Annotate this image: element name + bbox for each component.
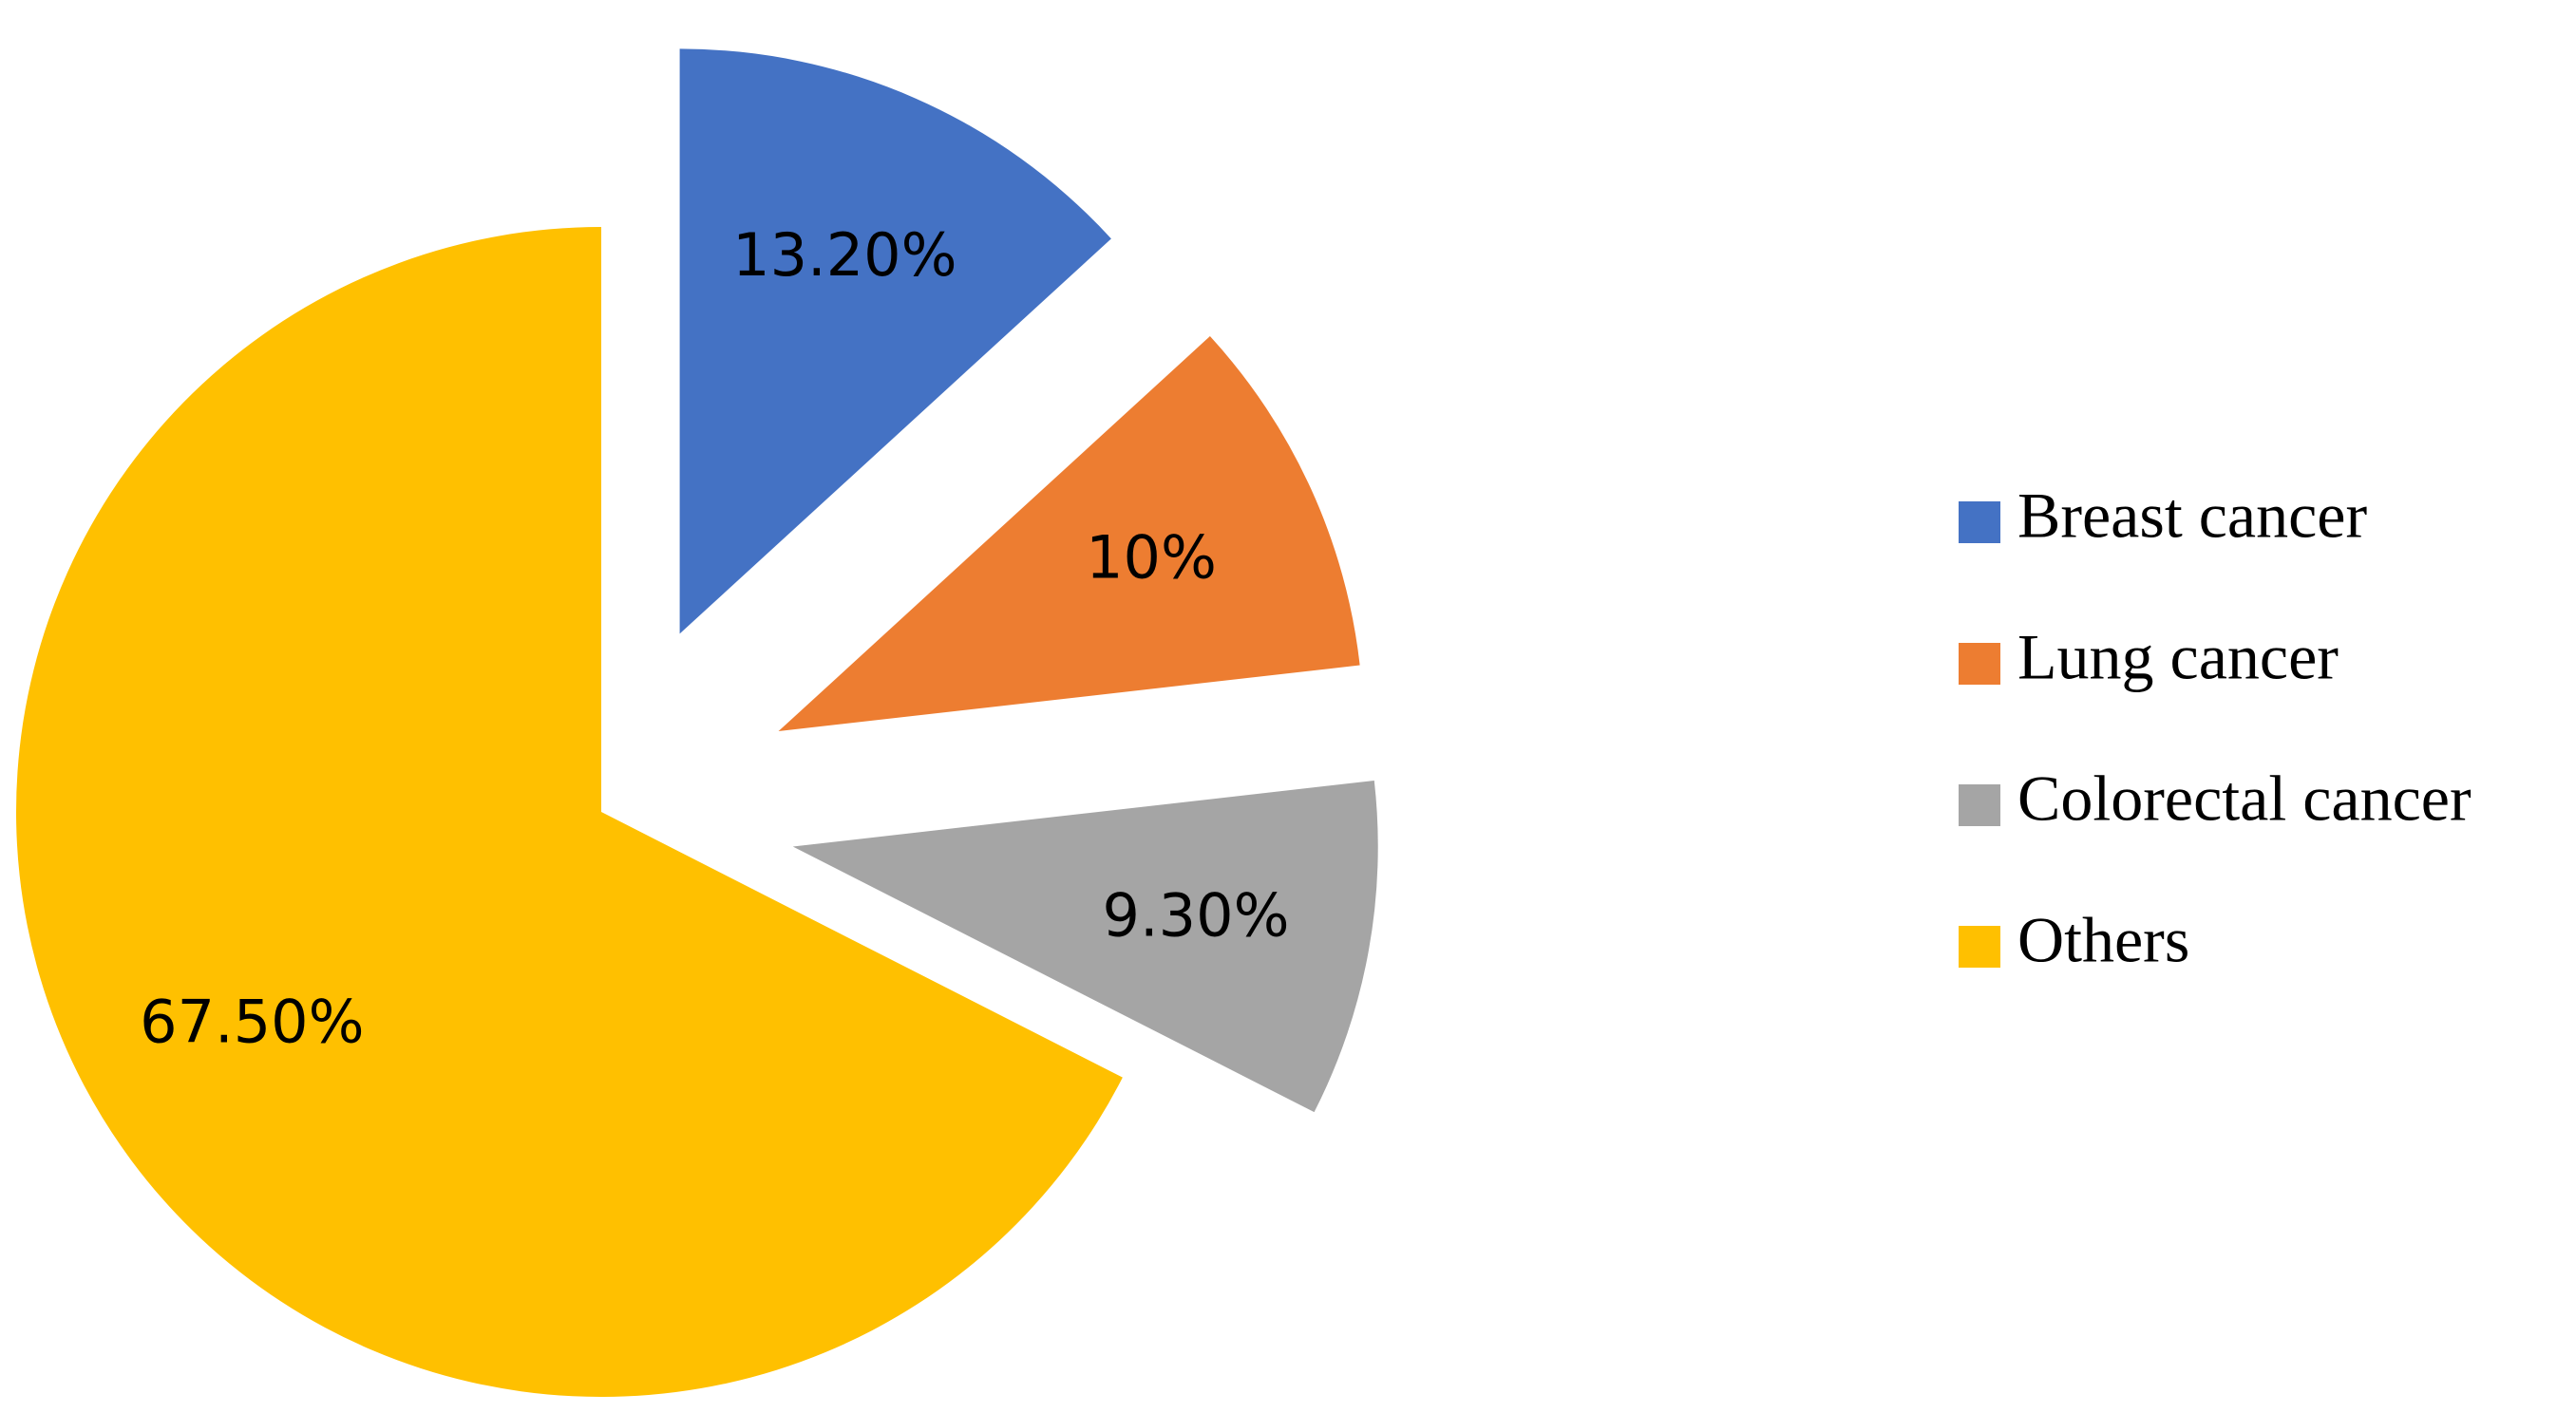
data-label: 9.30%: [1103, 880, 1290, 950]
legend-swatch: [1959, 784, 2000, 826]
pie-slice: [778, 336, 1360, 732]
pie-slice: [15, 227, 1123, 1397]
legend-swatch: [1959, 501, 2000, 543]
pie-slice: [679, 48, 1111, 634]
data-label: 13.20%: [732, 220, 957, 290]
pie-slice: [792, 780, 1378, 1113]
legend-swatch: [1959, 926, 2000, 968]
legend-label: Breast cancer: [2017, 480, 2367, 552]
legend-swatch: [1959, 643, 2000, 685]
legend-label: Colorectal cancer: [2017, 763, 2472, 835]
legend-label: Others: [2017, 904, 2189, 976]
data-label: 67.50%: [140, 987, 364, 1056]
legend-label: Lung cancer: [2017, 621, 2339, 693]
data-label: 10%: [1086, 522, 1217, 592]
